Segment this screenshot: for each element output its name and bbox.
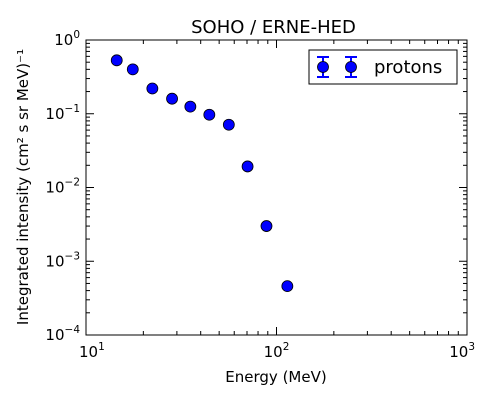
x-tick-label: 103 [449, 341, 475, 361]
data-point [166, 92, 178, 105]
data-point [146, 82, 159, 95]
legend-box [308, 49, 458, 85]
x-tick-label: 101 [79, 341, 105, 361]
data-point [184, 100, 197, 113]
y-axis-title: Integrated intensity (cm² s sr MeV)⁻¹ [14, 49, 32, 325]
legend-label: protons [374, 57, 442, 78]
data-point [203, 108, 216, 121]
legend-point [317, 61, 329, 73]
data-point [222, 118, 235, 131]
x-axis: 101 102 103 [79, 40, 475, 361]
y-tick-label: 100 [54, 29, 80, 49]
y-tick-label: 10−2 [45, 177, 80, 197]
data-point [241, 160, 254, 173]
y-axis: 10−4 10−3 10−2 10−1 100 [45, 29, 467, 344]
y-tick-label: 10−4 [45, 324, 80, 344]
data-points [110, 54, 294, 293]
y-tick-label: 10−3 [45, 250, 80, 270]
data-point [260, 220, 273, 232]
data-point [110, 54, 123, 67]
chart-title: SOHO / ERNE-HED [191, 17, 356, 38]
data-point [126, 63, 139, 76]
legend-marker [317, 56, 357, 78]
x-tick-label: 102 [264, 341, 290, 361]
x-axis-title: Energy (MeV) [225, 368, 326, 386]
data-point [281, 280, 294, 293]
legend: protons [308, 49, 458, 85]
legend-point [345, 61, 357, 73]
y-tick-label: 10−1 [45, 103, 80, 123]
